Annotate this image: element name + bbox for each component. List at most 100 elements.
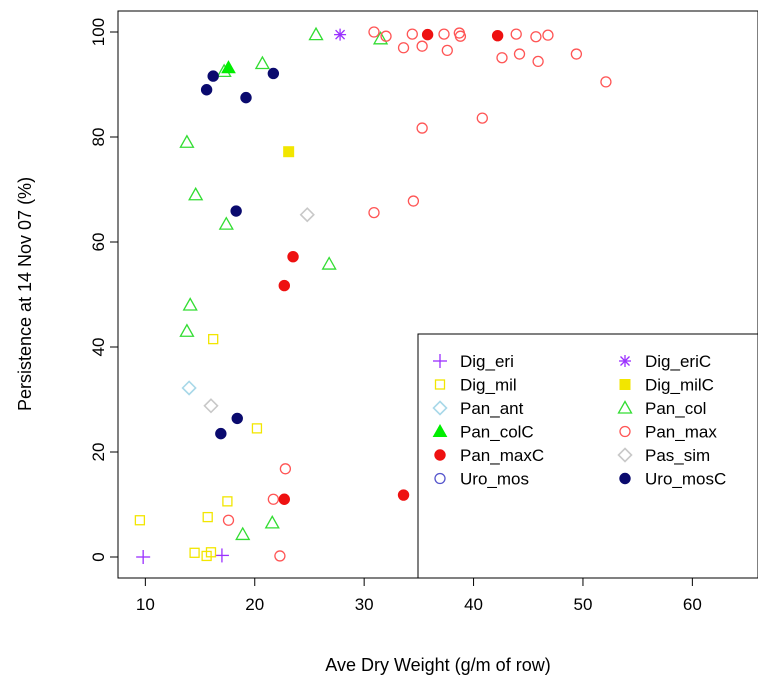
data-point-pan-max [397, 42, 410, 54]
x-axis-label: Ave Dry Weight (g/m of row) [325, 655, 550, 675]
legend-label: Pan_max [645, 423, 717, 442]
data-point-pan-max [438, 28, 450, 40]
legend-marker-uro-mosc [619, 472, 631, 485]
legend-marker-dig-eric [619, 355, 631, 367]
legend-label: Dig_mil [460, 376, 517, 395]
data-point-pan-col [254, 55, 271, 70]
legend-marker-pan-maxc [434, 449, 446, 461]
x-tick-label: 50 [573, 595, 592, 614]
y-tick-label: 40 [89, 338, 108, 357]
legend-label: Pas_sim [645, 446, 710, 465]
data-point-pan-max [454, 30, 467, 42]
data-point-pan-max [600, 76, 612, 88]
data-point-pan-col [218, 216, 234, 230]
legend-label: Dig_eriC [645, 352, 711, 371]
data-point-pan-max [368, 26, 380, 38]
data-point-pan-max [267, 493, 280, 505]
x-tick-label: 40 [464, 595, 483, 614]
data-point-uro-mosc [207, 70, 219, 82]
legend-marker-dig-milc [619, 379, 631, 390]
data-point-dig-mil [205, 547, 217, 558]
data-point-uro-mosc [267, 67, 280, 80]
data-point-pan-col [372, 31, 389, 45]
data-point-dig-mil [134, 515, 146, 526]
data-point-dig-eri [214, 548, 229, 563]
data-point-pan-max [416, 122, 428, 134]
data-point-pan-max [222, 514, 235, 526]
data-point-pan-max [570, 48, 583, 60]
data-point-dig-mil [189, 547, 200, 558]
data-point-pan-max [406, 28, 418, 40]
legend-label: Pan_maxC [460, 446, 544, 465]
data-point-pan-max [510, 28, 522, 40]
data-point-pan-max [532, 55, 544, 68]
data-points [134, 26, 612, 564]
data-point-dig-mil [222, 496, 233, 507]
data-point-pan-col [182, 297, 198, 311]
data-point-pan-max [542, 29, 554, 41]
legend-marker-pan-col [617, 400, 633, 414]
x-tick-label: 60 [683, 595, 702, 614]
data-point-pan-col [188, 186, 204, 201]
data-point-uro-mosc [240, 91, 252, 104]
x-tick-label: 10 [136, 595, 155, 614]
legend-marker-pan-max [619, 425, 631, 438]
data-point-pan-max [368, 206, 380, 219]
data-point-pan-max [279, 463, 292, 475]
data-point-uro-mosc [231, 412, 243, 425]
data-point-pas-sim [299, 207, 315, 223]
data-point-pan-maxc [421, 28, 434, 41]
data-point-uro-mosc [200, 84, 213, 96]
data-point-pan-col [308, 26, 324, 41]
data-point-pan-col [179, 134, 195, 148]
data-point-pan-max [441, 44, 453, 57]
x-axis: 10 20 30 40 50 60 [136, 578, 702, 614]
data-point-pan-maxc [278, 493, 290, 505]
y-tick-label: 100 [89, 18, 108, 46]
y-axis-label: Persistence at 14 Nov 07 (%) [15, 177, 35, 411]
legend-label: Uro_mos [460, 470, 529, 489]
legend-label: Dig_eri [460, 352, 514, 371]
data-point-pan-col [321, 256, 337, 270]
legend-marker-uro-mos [434, 472, 446, 485]
legend-marker-pas-sim [617, 447, 633, 463]
legend-label: Pan_col [645, 399, 706, 418]
data-point-dig-mil [202, 511, 213, 523]
y-tick-label: 0 [89, 552, 108, 561]
x-tick-label: 20 [245, 595, 264, 614]
data-point-pas-sim [203, 398, 219, 414]
legend-marker-pan-colc [432, 423, 448, 437]
data-point-pan-col [235, 526, 251, 541]
y-axis: 0 20 40 60 80 100 [89, 18, 118, 562]
data-point-uro-mosc [230, 205, 242, 217]
legend-label: Dig_milC [645, 376, 714, 395]
legend-marker-pan-ant [432, 400, 448, 416]
legend-label: Pan_colC [460, 423, 534, 442]
legend-box [417, 333, 758, 579]
data-point-dig-milc [283, 146, 295, 158]
data-point-dig-mil [208, 333, 219, 345]
data-point-pan-max [380, 30, 392, 42]
data-point-uro-mosc [215, 427, 227, 440]
y-tick-label: 20 [89, 443, 108, 462]
data-point-pan-max [407, 195, 420, 207]
data-point-pan-max [496, 52, 508, 64]
data-point-dig-eric [334, 28, 347, 41]
data-point-pan-max [274, 550, 286, 562]
x-tick-label: 30 [355, 595, 374, 614]
data-point-pan-col [179, 323, 195, 337]
data-point-pan-maxc [287, 251, 299, 263]
y-tick-label: 60 [89, 233, 108, 252]
data-point-pan-max [476, 112, 488, 124]
legend-label: Pan_ant [460, 399, 524, 418]
data-point-pan-maxc [278, 279, 290, 292]
y-tick-label: 80 [89, 128, 108, 147]
legend-marker-dig-mil [434, 379, 446, 390]
data-point-pan-ant [181, 380, 197, 396]
data-point-pan-maxc [397, 489, 410, 501]
data-point-pan-col [264, 515, 280, 529]
data-point-pan-max [416, 40, 428, 52]
data-point-dig-mil [251, 423, 263, 434]
data-point-pan-max [530, 31, 542, 43]
